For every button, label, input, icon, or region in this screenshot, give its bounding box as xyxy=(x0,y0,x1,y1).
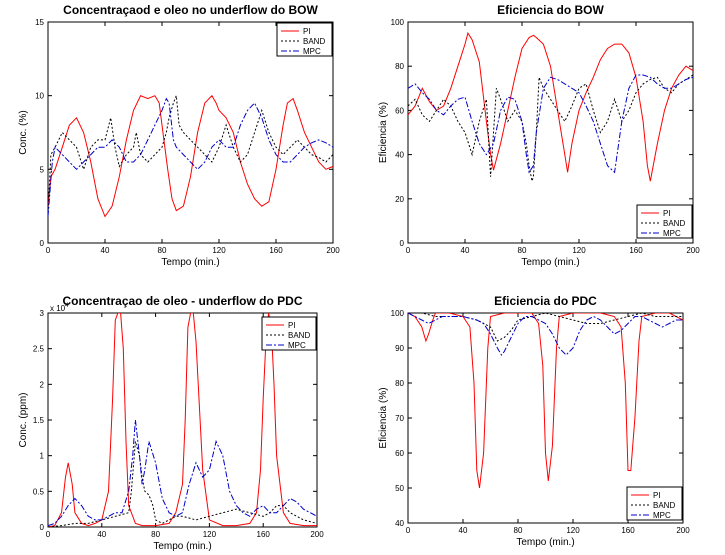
y-tick-label: 3 xyxy=(40,309,45,318)
series-group xyxy=(48,94,333,218)
legend-entry-mpc: MPC xyxy=(653,511,671,520)
x-axis-label: Tempo (min.) xyxy=(521,257,579,268)
legend-entry-band: BAND xyxy=(303,37,325,46)
x-tick-label: 80 xyxy=(514,526,523,535)
y-axis-label: Eficiencia (%) xyxy=(378,102,389,163)
series-group xyxy=(408,313,683,489)
x-tick-label: 160 xyxy=(629,246,643,255)
series-group xyxy=(408,31,693,182)
y-tick-label: 5 xyxy=(40,165,45,174)
x-tick-label: 80 xyxy=(158,246,167,255)
series-line-band xyxy=(48,95,333,214)
chart-panel-1: Concentraçaod e oleo no underflow do BOW… xyxy=(18,3,340,268)
series-line-mpc xyxy=(408,74,693,174)
y-tick-label: 60 xyxy=(395,106,404,115)
legend-entry-mpc: MPC xyxy=(288,341,306,350)
y-tick-label: 0.5 xyxy=(33,487,45,496)
y-tick-label: 0 xyxy=(40,523,45,532)
y-tick-label: 15 xyxy=(35,18,44,27)
x-axis-label: Tempo (min.) xyxy=(516,537,574,548)
y-tick-label: 10 xyxy=(35,92,44,101)
plot-area-frame xyxy=(47,21,334,244)
series-line-band xyxy=(408,74,693,182)
y-axis-label: Conc. (%) xyxy=(18,110,29,154)
y-axis-label: Eficiencia (%) xyxy=(378,387,389,448)
x-tick-label: 40 xyxy=(459,526,468,535)
y-tick-label: 70 xyxy=(395,414,404,423)
chart-title: Concentraçao de oleo - underflow do PDC xyxy=(62,294,302,308)
x-tick-label: 160 xyxy=(621,526,635,535)
x-tick-label: 200 xyxy=(676,526,690,535)
x-tick-label: 120 xyxy=(203,530,217,539)
series-line-mpc xyxy=(48,97,333,217)
y-tick-label: 0 xyxy=(400,239,405,248)
chart-panel-2: Eficiencia do BOW 0 40 80 120 160 200 0 20 40 60 80… xyxy=(378,3,700,268)
y-axis-exponent: x 104 xyxy=(50,303,69,313)
legend-entry-pi: PI xyxy=(303,27,311,36)
x-tick-label: 0 xyxy=(46,530,51,539)
y-tick-label: 40 xyxy=(395,151,404,160)
y-tick-label: 100 xyxy=(391,18,405,27)
series-line-pi xyxy=(408,313,683,489)
x-axis-label: Tempo (min.) xyxy=(161,257,219,268)
y-tick-label: 1 xyxy=(40,452,45,461)
y-tick-label: 60 xyxy=(395,449,404,458)
x-tick-label: 160 xyxy=(257,530,271,539)
series-line-pi xyxy=(48,94,333,218)
y-tick-label: 80 xyxy=(395,379,404,388)
y-tick-label: 40 xyxy=(395,519,404,528)
legend-entry-pi: PI xyxy=(663,209,671,218)
x-tick-label: 200 xyxy=(686,246,700,255)
x-tick-label: 0 xyxy=(406,246,411,255)
y-tick-label: 2 xyxy=(40,380,45,389)
y-tick-label: 0 xyxy=(40,239,45,248)
y-axis-label: Conc. (ppm) xyxy=(18,392,29,447)
x-tick-label: 120 xyxy=(212,246,226,255)
x-tick-label: 40 xyxy=(101,246,110,255)
chart-title: Eficiencia do PDC xyxy=(494,294,597,308)
x-tick-label: 40 xyxy=(461,246,470,255)
exponent-base: x 10 xyxy=(50,304,66,313)
legend-entry-pi: PI xyxy=(288,321,296,330)
x-tick-label: 200 xyxy=(326,246,340,255)
x-axis-label: Tempo (min.) xyxy=(153,541,211,552)
y-tick-label: 90 xyxy=(395,344,404,353)
y-tick-label: 50 xyxy=(395,484,404,493)
x-tick-label: 200 xyxy=(310,530,324,539)
x-tick-label: 80 xyxy=(518,246,527,255)
y-tick-label: 1.5 xyxy=(33,416,45,425)
legend-entry-pi: PI xyxy=(653,491,661,500)
series-line-mpc xyxy=(408,313,683,356)
legend-entry-mpc: MPC xyxy=(303,47,321,56)
y-tick-label: 20 xyxy=(395,195,404,204)
x-tick-label: 120 xyxy=(566,526,580,535)
y-tick-label: 80 xyxy=(395,62,404,71)
y-tick-label: 100 xyxy=(391,309,405,318)
x-tick-label: 40 xyxy=(97,530,106,539)
chart-title: Concentraçaod e oleo no underflow do BOW xyxy=(63,3,318,17)
x-tick-label: 120 xyxy=(572,246,586,255)
legend-entry-band: BAND xyxy=(663,219,685,228)
x-tick-label: 160 xyxy=(269,246,283,255)
exponent-power: 4 xyxy=(65,303,69,309)
series-line-pi xyxy=(408,31,693,182)
chart-title: Eficiencia do BOW xyxy=(497,3,604,17)
x-tick-label: 0 xyxy=(406,526,411,535)
chart-panel-3: Concentraçao de oleo - underflow do PDC 0… xyxy=(18,294,324,552)
x-tick-label: 0 xyxy=(46,246,51,255)
x-tick-label: 80 xyxy=(151,530,160,539)
legend-entry-band: BAND xyxy=(288,331,310,340)
legend-entry-band: BAND xyxy=(653,501,675,510)
y-tick-label: 2.5 xyxy=(33,345,45,354)
legend-entry-mpc: MPC xyxy=(663,229,681,238)
